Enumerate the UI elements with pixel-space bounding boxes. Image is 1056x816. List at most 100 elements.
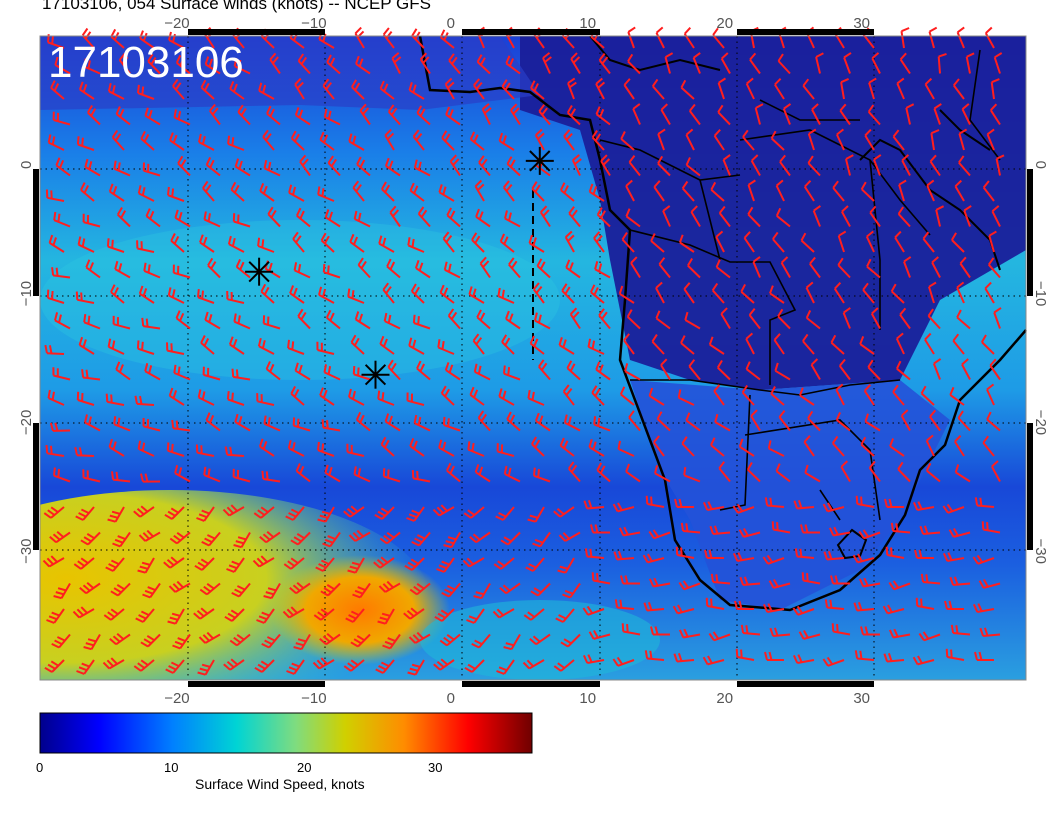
wind-barb bbox=[831, 435, 845, 457]
wind-barb bbox=[974, 651, 994, 661]
wind-barb bbox=[198, 133, 215, 151]
wind-barb bbox=[468, 286, 485, 304]
wind-barb bbox=[986, 128, 995, 151]
wind-barb bbox=[259, 530, 281, 544]
wind-barb bbox=[447, 308, 461, 330]
wind-barb bbox=[173, 109, 191, 126]
wind-barb bbox=[993, 307, 1002, 329]
wind-barb bbox=[525, 557, 545, 572]
wind-barb bbox=[299, 154, 311, 177]
wind-barb bbox=[948, 528, 971, 538]
wind-barb bbox=[462, 557, 485, 568]
wind-barb bbox=[747, 206, 761, 228]
wind-barb bbox=[685, 157, 701, 177]
wind-barb bbox=[648, 577, 671, 588]
wind-barb bbox=[501, 79, 515, 100]
wind-barb bbox=[754, 103, 764, 125]
wind-barb bbox=[625, 463, 641, 483]
wind-barb bbox=[625, 208, 641, 228]
wind-barb bbox=[164, 506, 185, 520]
wind-barb bbox=[852, 553, 875, 564]
wind-barb bbox=[558, 531, 581, 542]
wind-barb bbox=[653, 180, 665, 202]
wind-barb bbox=[510, 103, 521, 126]
wind-barb bbox=[357, 257, 371, 279]
wind-barb bbox=[378, 580, 401, 593]
wind-barb bbox=[680, 335, 695, 355]
wind-barb bbox=[262, 129, 275, 151]
wind-barb bbox=[147, 53, 161, 75]
wind-barb bbox=[197, 659, 215, 676]
wind-barb bbox=[738, 438, 755, 457]
wind-barb bbox=[979, 627, 1001, 637]
wind-barb bbox=[704, 549, 724, 559]
wind-barb bbox=[933, 103, 942, 125]
lat-tick-right: −10 bbox=[1032, 281, 1049, 306]
wind-barb bbox=[644, 650, 665, 661]
wind-barb bbox=[600, 154, 611, 177]
wind-barb bbox=[442, 231, 455, 253]
wind-barb bbox=[792, 654, 815, 664]
wind-barb bbox=[612, 656, 635, 667]
wind-barb bbox=[594, 261, 611, 279]
wind-barb bbox=[627, 26, 636, 49]
wind-barb bbox=[945, 648, 965, 661]
wind-barb bbox=[78, 81, 95, 100]
storm-marker-icon bbox=[525, 146, 554, 175]
wind-barb bbox=[204, 56, 221, 75]
wind-barb bbox=[407, 237, 425, 253]
wind-barb bbox=[379, 531, 401, 545]
wind-barb bbox=[863, 384, 875, 406]
wind-barb bbox=[382, 633, 401, 650]
wind-barb bbox=[229, 81, 245, 100]
wind-barb bbox=[321, 419, 341, 432]
wind-barb bbox=[114, 260, 131, 279]
wind-barb bbox=[618, 526, 641, 537]
wind-barb bbox=[165, 659, 185, 674]
wind-barb bbox=[166, 442, 185, 457]
wind-barb bbox=[802, 333, 815, 355]
wind-barb bbox=[497, 287, 515, 304]
wind-barb bbox=[196, 506, 215, 522]
wind-barb bbox=[662, 205, 671, 227]
wind-barb bbox=[571, 154, 582, 176]
wind-barb bbox=[107, 338, 125, 355]
wind-barb bbox=[918, 631, 941, 642]
wind-barb bbox=[956, 26, 965, 49]
wind-barb bbox=[476, 309, 491, 330]
wind-barb bbox=[387, 104, 401, 126]
wind-barb bbox=[350, 334, 365, 355]
wind-barb bbox=[764, 497, 785, 508]
wind-barb bbox=[539, 205, 551, 228]
wind-barb bbox=[870, 307, 881, 329]
wind-barb bbox=[903, 256, 912, 278]
wind-barb bbox=[678, 628, 701, 639]
wind-barb bbox=[588, 630, 611, 640]
wind-barb bbox=[137, 557, 155, 574]
wind-barb bbox=[232, 213, 251, 228]
wind-barb bbox=[75, 291, 95, 304]
wind-barb bbox=[632, 103, 641, 125]
wind-barb bbox=[628, 154, 641, 177]
wind-barb bbox=[353, 210, 371, 228]
wind-barb bbox=[942, 503, 965, 514]
wind-barb bbox=[79, 581, 101, 595]
wind-barb bbox=[898, 179, 907, 202]
wind-barb bbox=[380, 436, 395, 457]
wind-barb bbox=[283, 557, 305, 570]
wind-barb bbox=[623, 333, 635, 355]
coastline bbox=[418, 35, 1027, 612]
wind-barb bbox=[892, 384, 905, 406]
wind-barb bbox=[173, 364, 191, 381]
wind-barb bbox=[702, 655, 725, 666]
wind-barb bbox=[200, 335, 215, 355]
wind-barb bbox=[972, 554, 995, 565]
storm-markers bbox=[245, 146, 554, 389]
wind-barb bbox=[499, 582, 521, 595]
wind-barb bbox=[348, 388, 365, 406]
wind-barb bbox=[412, 129, 425, 151]
wind-barb bbox=[287, 440, 305, 457]
wind-barb bbox=[463, 506, 485, 519]
wind-barb bbox=[954, 179, 965, 202]
wind-barb bbox=[174, 209, 191, 228]
